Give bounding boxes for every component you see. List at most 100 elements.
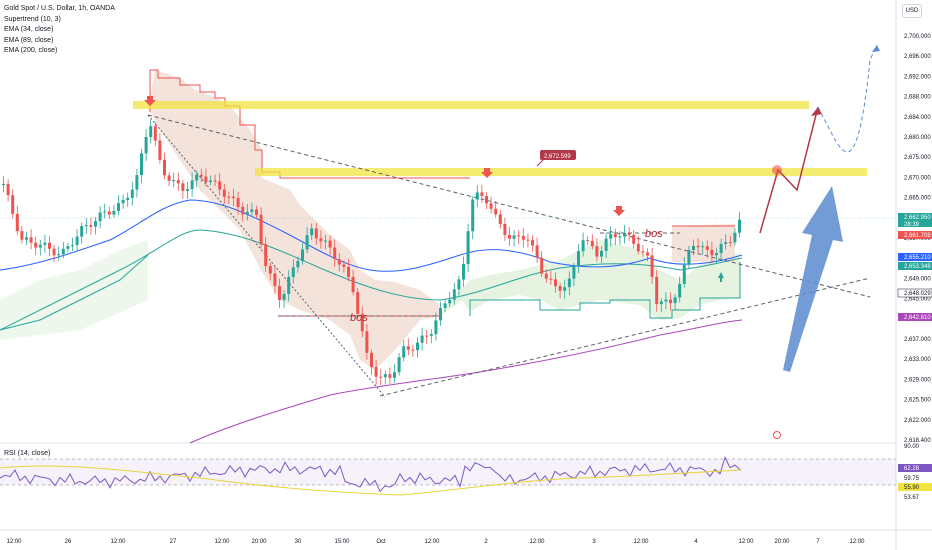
candle-body <box>636 243 640 252</box>
candle-body <box>245 211 249 215</box>
high-price-callout-text: 2,672.599 <box>544 154 571 160</box>
candle-body <box>268 266 272 274</box>
candle-body <box>34 242 38 248</box>
candle-body <box>218 181 222 190</box>
candle-body <box>282 294 286 300</box>
candle-body <box>149 126 153 138</box>
candle-body <box>181 183 185 191</box>
candle-body <box>719 243 723 254</box>
time-axis-label: 12:00 <box>6 539 22 545</box>
candle-body <box>255 209 258 215</box>
candle-body <box>356 292 360 314</box>
time-axis-label: 12:00 <box>214 539 230 545</box>
legend-symbol[interactable]: Gold Spot / U.S. Dollar, 1h, OANDA <box>4 5 115 12</box>
bos-label-1: bos <box>350 312 368 324</box>
candle-body <box>669 299 672 304</box>
price-axis-label: 2,696.000 <box>904 54 931 60</box>
candle-body <box>333 247 337 260</box>
candle-body <box>374 367 378 377</box>
rsi-pane[interactable]: 90.00 62.28 59.75 55.90 53.67 <box>0 444 932 501</box>
candle-body <box>692 245 695 251</box>
legend-ema34[interactable]: EMA (34, close) <box>4 26 54 33</box>
rsi-legend[interactable]: RSI (14, close) <box>4 450 51 457</box>
currency-button[interactable]: USD <box>902 4 922 18</box>
candle-body <box>466 231 470 265</box>
candle-body <box>521 236 525 240</box>
time-axis-label: 3 <box>592 539 596 545</box>
candle-body <box>301 249 304 261</box>
candle-body <box>347 266 350 277</box>
candle-body <box>733 232 737 243</box>
time-axis[interactable]: 12:00 26 12:00 27 12:00 20:00 30 15:00 Oct 12:00 2… <box>6 539 865 545</box>
legend-supertrend[interactable]: Supertrend (10, 3) <box>4 15 61 23</box>
candle-body <box>512 235 516 239</box>
candle-body <box>43 242 47 245</box>
candle-body <box>107 211 111 215</box>
rsi-axis-v1: 59.75 <box>904 476 920 482</box>
candle-body <box>103 211 107 213</box>
candle-body <box>11 195 15 214</box>
candle-body <box>604 238 608 251</box>
resistance-zone-upper[interactable] <box>133 101 809 109</box>
time-axis-label: 4 <box>694 539 698 545</box>
ema34-line <box>0 199 743 272</box>
event-flag-icon[interactable] <box>773 431 781 439</box>
time-axis-label: 7 <box>816 539 820 545</box>
candle-body <box>655 276 659 305</box>
candle-body <box>176 180 180 184</box>
time-axis-label: 12:00 <box>633 539 649 545</box>
candle-body <box>186 189 189 191</box>
candle-body <box>52 248 56 256</box>
candle-body <box>600 250 603 257</box>
candle-body <box>324 240 327 242</box>
candle-body <box>705 246 709 250</box>
candle-body <box>227 196 231 198</box>
candle-body <box>462 264 465 280</box>
candle-body <box>646 252 649 256</box>
candle-body <box>158 140 162 160</box>
candle-body <box>673 297 677 304</box>
candle-body <box>241 206 245 215</box>
legend-ema200[interactable]: EMA (200, close) <box>4 47 58 54</box>
candle-body <box>526 239 530 241</box>
legend-ema89[interactable]: EMA (89, close) <box>4 36 54 44</box>
candle-body <box>517 235 521 237</box>
resistance-zone-lower[interactable] <box>255 168 867 176</box>
time-axis-label: 20:00 <box>251 539 267 545</box>
price-axis-label: 2,692.000 <box>904 74 931 80</box>
candle-body <box>6 183 10 196</box>
ema89-tag: 2,653.348 <box>904 264 931 270</box>
price-axis-label: 2,645.000 <box>904 297 931 303</box>
candle-body <box>581 240 585 252</box>
projection-arrowhead <box>811 107 822 116</box>
rsi-axis-top: 90.00 <box>904 444 920 450</box>
time-axis-label: 12:00 <box>110 539 126 545</box>
candlesticks[interactable] <box>2 119 741 386</box>
candle-body <box>351 276 355 293</box>
candle-body <box>291 267 295 277</box>
candle-body <box>112 210 116 215</box>
candle-body <box>434 320 438 335</box>
candle-body <box>287 276 291 295</box>
candle-body <box>204 176 208 183</box>
candle-body <box>595 246 599 257</box>
price-axis-label: 2,637.000 <box>904 337 931 343</box>
candle-body <box>66 246 70 249</box>
candle-body <box>439 308 442 321</box>
candle-body <box>632 234 636 244</box>
supertrend-fills <box>0 70 740 370</box>
candle-body <box>429 334 433 336</box>
candle-body <box>572 266 576 279</box>
chart-legend: Gold Spot / U.S. Dollar, 1h, OANDA Super… <box>4 4 115 57</box>
price-axis-label: 2,629.000 <box>904 377 931 383</box>
candle-body <box>71 245 74 247</box>
candle-body <box>489 203 493 209</box>
candle-body <box>57 254 61 256</box>
time-axis-label: Oct <box>376 539 386 545</box>
projection-dashed-path <box>817 44 878 153</box>
candle-body <box>558 286 562 291</box>
ema200-line <box>189 319 743 444</box>
high-price-callout[interactable]: 2,672.599 <box>536 150 576 167</box>
time-axis-label: 27 <box>170 539 177 545</box>
